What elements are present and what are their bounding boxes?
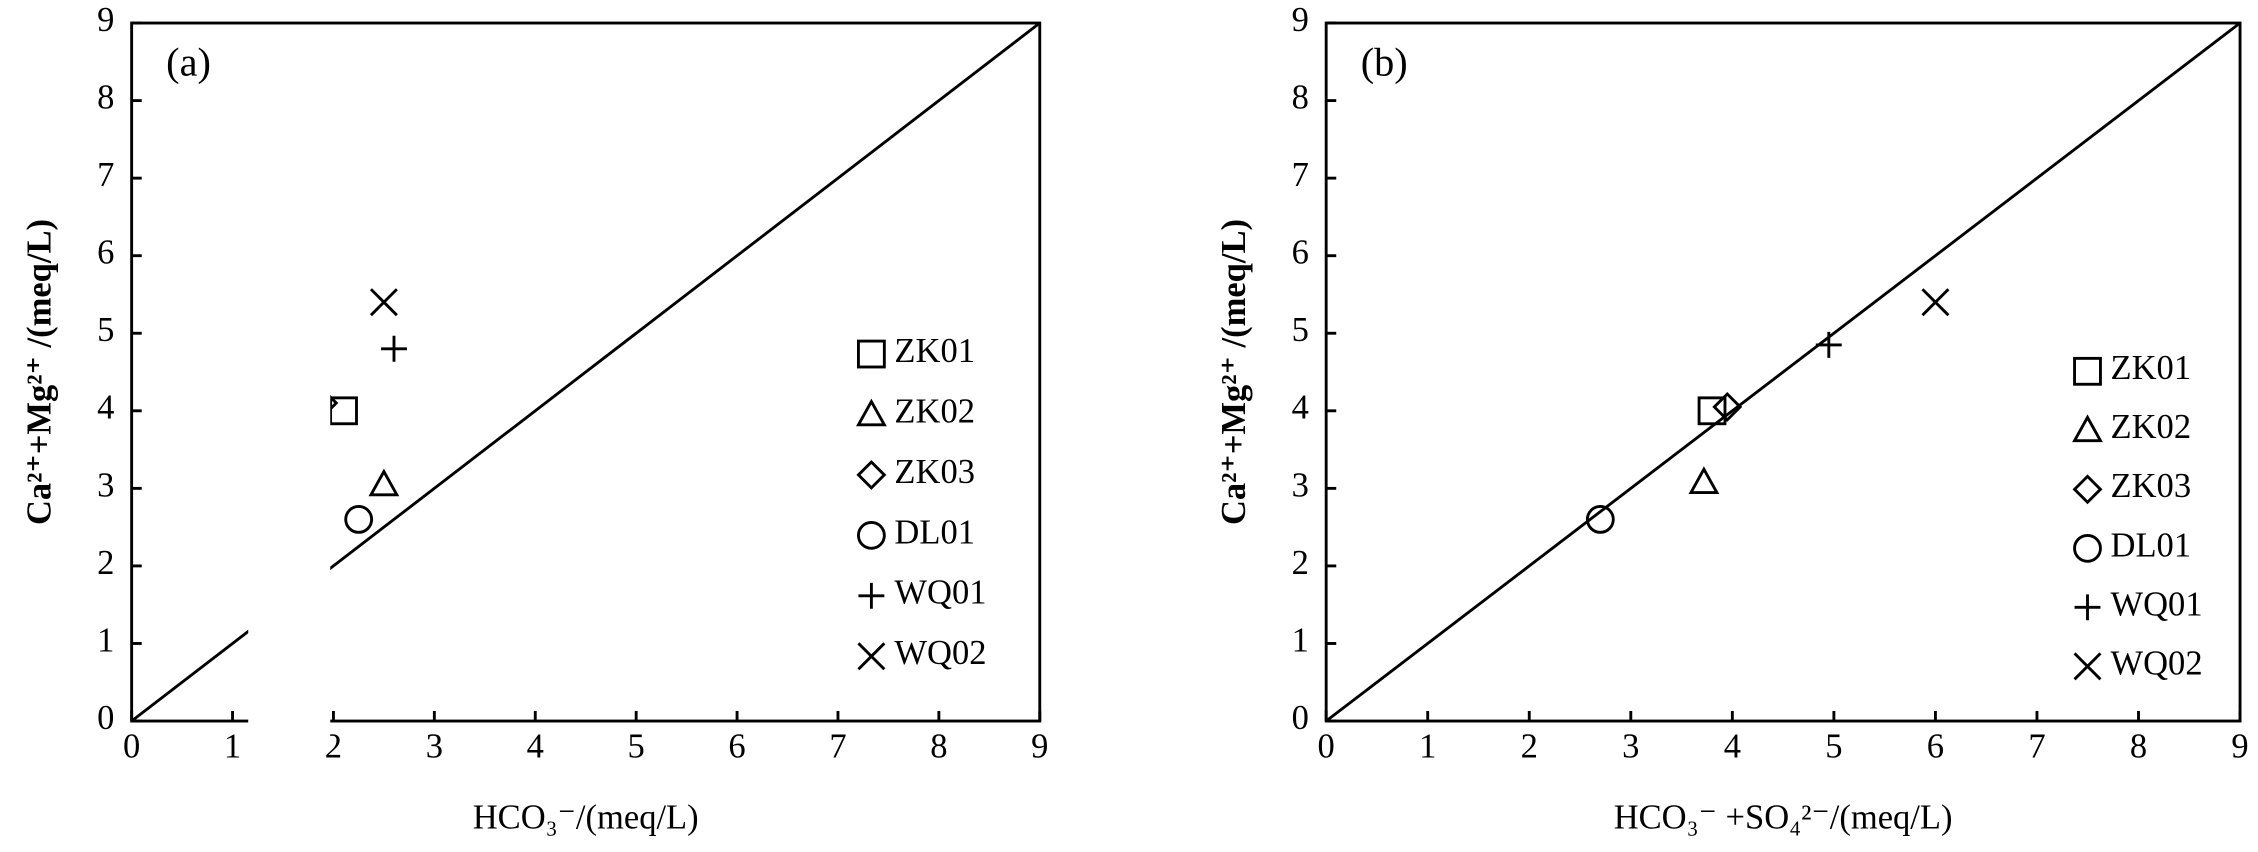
legend-marker — [2073, 533, 2102, 563]
legend-label: DL01 — [2111, 526, 2192, 564]
legend-label: WQ01 — [894, 574, 986, 612]
legend-marker — [2072, 474, 2103, 505]
x-tick-label: 9 — [2231, 728, 2248, 766]
x-tick-label: 0 — [123, 728, 140, 766]
plot-frame — [1324, 21, 2242, 723]
x-tick-label: 1 — [1419, 728, 1436, 766]
legend-marker — [856, 459, 887, 490]
y-tick-label: 9 — [1292, 1, 1309, 39]
panel-label: (a) — [166, 39, 211, 84]
occlusion — [248, 385, 331, 743]
x-tick-label: 3 — [1622, 728, 1639, 766]
x-tick-label: 2 — [1521, 728, 1538, 766]
legend-label: ZK01 — [894, 332, 975, 370]
y-tick-label: 0 — [97, 699, 114, 737]
x-tick-label: 7 — [829, 728, 846, 766]
x-tick-label: 1 — [224, 728, 241, 766]
y-tick-label: 0 — [1292, 699, 1309, 737]
legend-marker — [2073, 652, 2102, 681]
legend-marker — [856, 520, 886, 550]
x-tick-label: 0 — [1318, 728, 1335, 766]
legend-label: ZK02 — [2111, 408, 2192, 446]
x-tick-label: 4 — [1724, 728, 1741, 766]
legend-label: WQ01 — [2111, 585, 2203, 623]
legend-label: ZK03 — [2111, 467, 2192, 505]
y-tick-label: 5 — [1292, 311, 1309, 349]
y-axis-title: Ca²⁺+Mg²⁺ /(meq/L) — [20, 219, 58, 525]
x-tick-label: 5 — [1825, 728, 1842, 766]
x-tick-label: 8 — [2130, 728, 2147, 766]
legend-marker — [856, 339, 886, 369]
data-point — [369, 288, 398, 317]
data-point — [368, 468, 400, 497]
x-tick-label: 5 — [628, 728, 645, 766]
x-tick-label: 7 — [2028, 728, 2045, 766]
data-point — [1921, 288, 1950, 317]
data-point — [344, 504, 374, 534]
y-tick-label: 7 — [1292, 156, 1309, 194]
y-tick-label: 6 — [1292, 234, 1309, 272]
legend-label: ZK02 — [894, 392, 975, 430]
y-tick-label: 9 — [97, 1, 114, 39]
legend-marker — [2072, 414, 2103, 443]
data-point — [381, 335, 407, 362]
y-tick-label: 1 — [97, 621, 114, 659]
x-axis-title: HCO₃⁻ +SO₄²⁻/(meq/L) — [1614, 798, 1953, 836]
x-tick-label: 3 — [426, 728, 443, 766]
y-tick-label: 4 — [97, 389, 114, 427]
legend-marker — [855, 398, 887, 427]
legend-marker — [857, 642, 886, 671]
data-point — [1585, 504, 1615, 534]
x-axis-title: HCO₃⁻/(meq/L) — [473, 798, 699, 836]
legend-label: ZK01 — [2111, 349, 2192, 387]
y-tick-label: 6 — [97, 234, 114, 272]
y-tick-label: 3 — [1292, 466, 1309, 504]
y-tick-label: 3 — [97, 466, 114, 504]
reference-line — [1325, 21, 2241, 723]
data-point — [1815, 331, 1842, 358]
data-point — [1688, 466, 1720, 494]
y-tick-label: 7 — [97, 156, 114, 194]
data-point — [1697, 396, 1727, 426]
x-tick-label: 8 — [930, 728, 947, 766]
legend-label: WQ02 — [2111, 644, 2203, 682]
legend-label: DL01 — [894, 513, 975, 551]
x-tick-label: 6 — [728, 728, 745, 766]
legend-marker — [2074, 594, 2101, 621]
legend-label: ZK03 — [894, 453, 975, 491]
x-tick-label: 4 — [527, 728, 544, 766]
y-tick-label: 4 — [1292, 389, 1309, 427]
legend-marker — [2073, 356, 2102, 386]
y-tick-label: 2 — [97, 544, 114, 582]
y-tick-label: 5 — [97, 311, 114, 349]
legend-marker — [858, 582, 885, 609]
y-tick-label: 2 — [1292, 544, 1309, 582]
y-tick-label: 8 — [1292, 79, 1309, 117]
y-tick-label: 8 — [97, 79, 114, 117]
data-point — [1712, 391, 1743, 422]
y-axis-title: Ca²⁺+Mg²⁺ /(meq/L) — [1215, 219, 1253, 525]
plot-frame — [130, 21, 1042, 723]
panel-label: (b) — [1361, 39, 1408, 84]
y-tick-label: 1 — [1292, 621, 1309, 659]
x-tick-label: 6 — [1927, 728, 1944, 766]
legend-label: WQ02 — [894, 634, 986, 672]
x-tick-label: 9 — [1031, 728, 1048, 766]
